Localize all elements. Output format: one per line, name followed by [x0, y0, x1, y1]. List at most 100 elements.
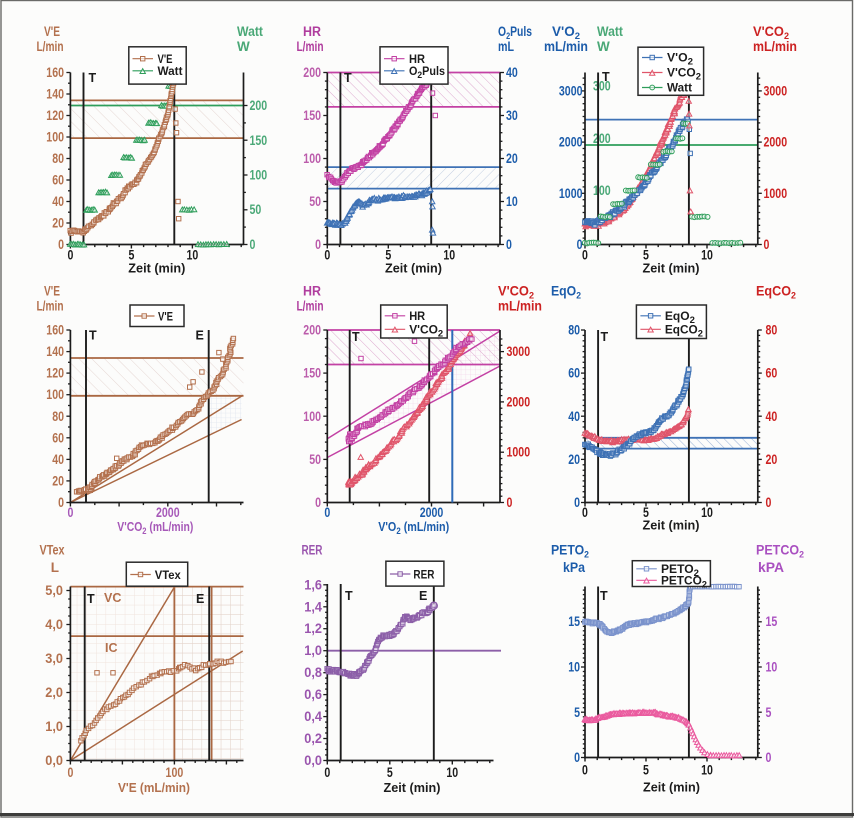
svg-text:150: 150: [250, 132, 268, 148]
svg-text:1000: 1000: [764, 185, 788, 201]
svg-text:W: W: [237, 39, 250, 54]
svg-text:140: 140: [46, 86, 64, 102]
svg-text:0: 0: [582, 248, 588, 263]
svg-text:T: T: [601, 330, 609, 344]
svg-text:10: 10: [187, 248, 199, 263]
svg-text:10: 10: [443, 248, 455, 263]
svg-text:Watt: Watt: [597, 24, 623, 39]
svg-text:5: 5: [643, 505, 649, 520]
svg-text:100: 100: [593, 182, 611, 198]
svg-text:Zeit (min): Zeit (min): [385, 261, 442, 276]
svg-text:T: T: [352, 330, 360, 344]
svg-text:0,0: 0,0: [304, 752, 322, 768]
svg-text:E: E: [419, 589, 427, 603]
svg-text:60: 60: [52, 172, 64, 188]
svg-text:1,4: 1,4: [304, 598, 322, 614]
svg-text:15: 15: [766, 613, 778, 629]
svg-text:0: 0: [764, 236, 770, 252]
svg-text:mL: mL: [498, 39, 514, 54]
svg-text:0,0: 0,0: [45, 752, 63, 768]
svg-text:V'E: V'E: [158, 52, 173, 66]
svg-text:5: 5: [574, 704, 580, 720]
svg-text:E: E: [196, 592, 204, 606]
svg-text:50: 50: [250, 201, 262, 217]
svg-text:0: 0: [67, 248, 73, 263]
svg-text:2000: 2000: [156, 505, 180, 520]
svg-text:mL/min: mL/min: [544, 39, 588, 54]
svg-text:Watt: Watt: [667, 81, 692, 95]
svg-text:2,0: 2,0: [45, 684, 63, 700]
svg-text:5: 5: [387, 765, 393, 780]
svg-text:1000: 1000: [559, 185, 583, 201]
svg-text:V'O2: V'O2: [552, 24, 580, 42]
svg-text:0,4: 0,4: [304, 708, 322, 724]
svg-text:EqO2: EqO2: [551, 284, 581, 302]
svg-text:40: 40: [766, 408, 778, 424]
svg-text:2000: 2000: [420, 505, 444, 520]
svg-text:1,2: 1,2: [304, 620, 322, 636]
svg-text:3000: 3000: [559, 82, 583, 98]
svg-text:40: 40: [52, 193, 64, 209]
svg-text:V'CO2: V'CO2: [409, 323, 443, 340]
svg-text:140: 140: [46, 343, 64, 359]
svg-text:10: 10: [446, 765, 458, 780]
svg-text:mL/min: mL/min: [753, 39, 797, 54]
svg-text:1,6: 1,6: [304, 576, 322, 592]
svg-text:V'CO2 (mL/min): V'CO2 (mL/min): [117, 519, 193, 537]
svg-text:0: 0: [67, 505, 73, 520]
svg-text:10: 10: [701, 248, 713, 263]
svg-text:3000: 3000: [764, 82, 788, 98]
svg-text:EqCO2: EqCO2: [665, 323, 703, 340]
svg-text:VTex: VTex: [155, 568, 181, 582]
svg-text:V'E: V'E: [158, 309, 173, 323]
svg-text:Watt: Watt: [237, 24, 263, 39]
svg-text:T: T: [87, 592, 95, 606]
svg-text:80: 80: [568, 322, 580, 338]
svg-text:3,0: 3,0: [45, 650, 63, 666]
svg-text:0: 0: [67, 765, 73, 780]
svg-text:Zeit (min): Zeit (min): [128, 261, 185, 276]
svg-text:60: 60: [52, 429, 64, 445]
svg-text:HR: HR: [409, 52, 425, 66]
svg-text:0: 0: [58, 494, 64, 510]
svg-text:4,0: 4,0: [45, 616, 63, 632]
svg-text:5: 5: [643, 763, 649, 778]
svg-text:Watt: Watt: [158, 64, 183, 78]
svg-text:80: 80: [52, 408, 64, 424]
svg-text:150: 150: [303, 365, 321, 381]
svg-text:120: 120: [46, 107, 64, 123]
svg-text:50: 50: [309, 451, 321, 467]
svg-text:15: 15: [568, 613, 580, 629]
svg-text:120: 120: [46, 365, 64, 381]
svg-text:L: L: [51, 560, 59, 575]
svg-text:Zeit (min): Zeit (min): [384, 780, 441, 795]
svg-text:Zeit (min): Zeit (min): [643, 780, 700, 795]
svg-text:Zeit (min): Zeit (min): [643, 518, 700, 533]
svg-text:0: 0: [582, 763, 588, 778]
svg-text:20: 20: [52, 215, 64, 231]
svg-text:0,6: 0,6: [304, 686, 322, 702]
svg-text:HR: HR: [409, 309, 425, 323]
svg-text:0,8: 0,8: [304, 664, 322, 680]
svg-text:L/min: L/min: [297, 299, 324, 314]
svg-text:0,2: 0,2: [304, 730, 322, 746]
svg-text:EqCO2: EqCO2: [756, 284, 796, 302]
svg-text:5: 5: [128, 248, 134, 263]
svg-text:100: 100: [250, 167, 268, 183]
svg-text:30: 30: [506, 107, 518, 123]
svg-text:80: 80: [766, 322, 778, 338]
svg-text:0: 0: [58, 236, 64, 252]
svg-text:V'E: V'E: [44, 24, 60, 39]
svg-text:5: 5: [766, 704, 772, 720]
svg-text:100: 100: [166, 765, 184, 780]
svg-text:200: 200: [303, 322, 321, 338]
svg-text:T: T: [344, 71, 352, 85]
svg-text:100: 100: [46, 386, 64, 402]
svg-text:20: 20: [568, 451, 580, 467]
svg-text:3000: 3000: [507, 343, 531, 359]
svg-text:0: 0: [315, 236, 321, 252]
svg-text:kPa: kPa: [563, 560, 585, 575]
svg-text:0: 0: [574, 494, 580, 510]
svg-text:10: 10: [766, 659, 778, 675]
svg-text:V'E (mL/min): V'E (mL/min): [118, 780, 190, 795]
